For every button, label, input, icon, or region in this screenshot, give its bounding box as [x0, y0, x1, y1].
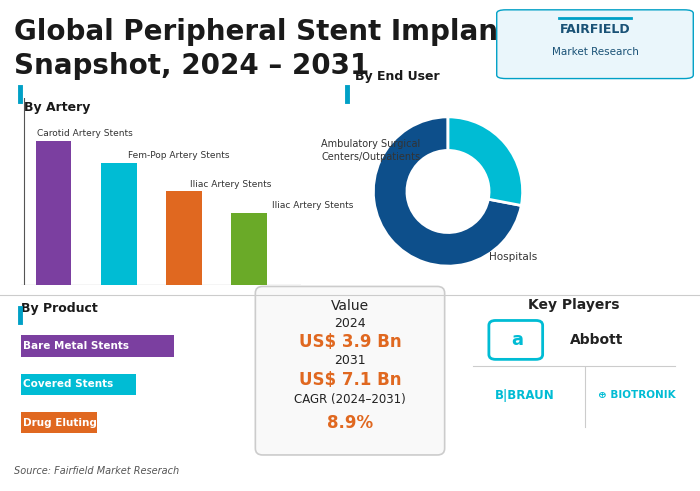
Text: Source: Fairfield Market Reserach: Source: Fairfield Market Reserach	[14, 466, 179, 476]
Text: FAIRFIELD: FAIRFIELD	[560, 23, 630, 35]
FancyBboxPatch shape	[497, 10, 693, 79]
Text: Covered Stents: Covered Stents	[23, 380, 113, 389]
Text: Drug Eluting Stents: Drug Eluting Stents	[23, 418, 139, 428]
Text: Bare Metal Stents: Bare Metal Stents	[23, 341, 129, 351]
Text: By Product: By Product	[21, 301, 98, 315]
FancyBboxPatch shape	[489, 321, 542, 359]
Text: 2024: 2024	[334, 317, 366, 330]
Wedge shape	[373, 117, 522, 266]
Text: By End User: By End User	[355, 70, 440, 83]
Text: 2031: 2031	[334, 355, 366, 367]
Text: CAGR (2024–2031): CAGR (2024–2031)	[294, 393, 406, 407]
Bar	[21, 335, 174, 356]
Text: US$ 7.1 Bn: US$ 7.1 Bn	[299, 371, 401, 389]
Text: Key Players: Key Players	[528, 298, 620, 312]
Bar	[36, 141, 71, 285]
Text: Iliac Artery Stents: Iliac Artery Stents	[272, 201, 353, 210]
Text: 8.9%: 8.9%	[327, 413, 373, 432]
Text: Carotid Artery Stents: Carotid Artery Stents	[37, 130, 133, 138]
Text: By Artery: By Artery	[25, 101, 90, 114]
Text: Fem-Pop Artery Stents: Fem-Pop Artery Stents	[128, 151, 230, 160]
FancyBboxPatch shape	[256, 286, 444, 455]
Text: a: a	[511, 331, 523, 349]
Text: B|BRAUN: B|BRAUN	[495, 388, 554, 402]
Bar	[101, 163, 136, 285]
Text: Market Research: Market Research	[552, 48, 638, 57]
Text: Iliac Artery Stents: Iliac Artery Stents	[190, 180, 272, 189]
Text: Hospitals: Hospitals	[489, 252, 538, 262]
Text: Abbott: Abbott	[570, 333, 623, 347]
Bar	[21, 412, 97, 433]
Text: ⊕ BIOTRONIK: ⊕ BIOTRONIK	[598, 390, 676, 400]
Bar	[21, 374, 136, 395]
Text: Value: Value	[331, 299, 369, 313]
Bar	[166, 191, 202, 285]
Bar	[231, 213, 267, 285]
Text: Global Peripheral Stent Implants Market
Snapshot, 2024 – 2031: Global Peripheral Stent Implants Market …	[14, 18, 648, 81]
Text: US$ 3.9 Bn: US$ 3.9 Bn	[299, 332, 401, 351]
Text: Ambulatory Surgical
Centers/Outpatients: Ambulatory Surgical Centers/Outpatients	[321, 139, 421, 162]
Wedge shape	[448, 117, 523, 205]
